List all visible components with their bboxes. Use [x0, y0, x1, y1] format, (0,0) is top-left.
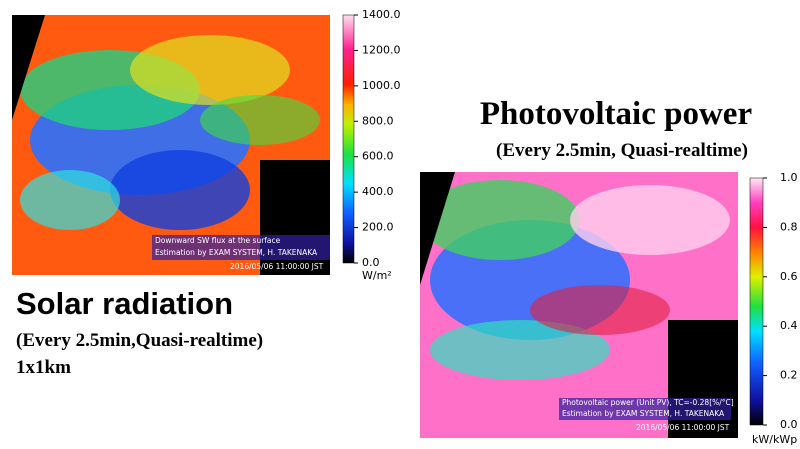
subtitle: (Every 2.5min, Quasi-realtime): [496, 140, 748, 161]
overlay-text: Downward SW flux at the surface: [155, 236, 281, 245]
overlay-text: Estimation by EXAM SYSTEM, H. TAKENAKA: [155, 248, 318, 257]
overlay-box: [559, 398, 731, 420]
tick-label: 1400.0: [362, 8, 401, 21]
tick-label: 1200.0: [362, 43, 401, 56]
colorbar: [342, 14, 355, 264]
title: Photovoltaic power: [480, 96, 752, 132]
tick-label: 0.4: [780, 319, 798, 332]
subtitle: (Every 2.5min,Quasi-realtime): [16, 330, 263, 351]
tick-label: 0.2: [780, 369, 798, 382]
timestamp: 2016/05/06 11:00:00 JST: [230, 262, 324, 271]
tick-label: 600.0: [362, 150, 394, 163]
overlay-text: Photovoltaic power (Unit PV), TC=-0.28[%…: [562, 398, 734, 407]
unit: kW/kWp: [752, 433, 797, 446]
timestamp: 2016/05/06 11:00:00 JST: [636, 423, 730, 432]
pv-map: [420, 172, 738, 438]
tick-label: 1000.0: [362, 79, 401, 92]
tick-label: 0.0: [362, 256, 380, 269]
tick-label: 200.0: [362, 221, 394, 234]
tick-label: 0.6: [780, 270, 798, 283]
resolution: 1x1km: [16, 357, 71, 378]
overlay-text: Estimation by EXAM SYSTEM, H. TAKENAKA: [562, 409, 725, 418]
tick-label: 800.0: [362, 114, 394, 127]
tick-label: 0.8: [780, 220, 798, 233]
title: Solar radiation: [16, 286, 233, 321]
tick-label: 0.0: [780, 418, 798, 431]
unit: W/m²: [362, 269, 392, 282]
solar-map: [12, 15, 330, 275]
colorbar: [749, 177, 764, 426]
overlay-box: [152, 235, 330, 260]
tick-label: 1.0: [780, 171, 798, 184]
tick-label: 400.0: [362, 185, 394, 198]
